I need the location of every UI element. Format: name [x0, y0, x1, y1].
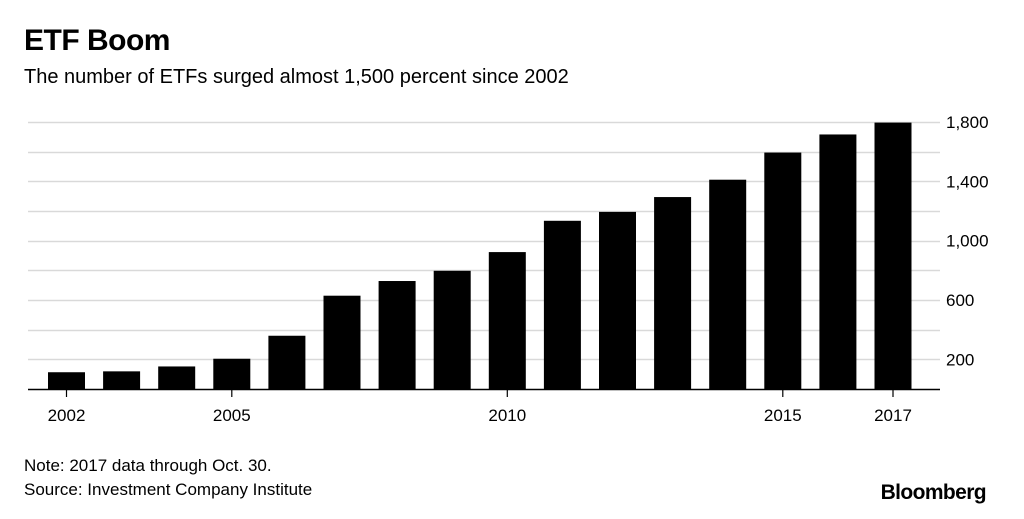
bar-2006: [268, 335, 306, 389]
chart-title: ETF Boom: [24, 24, 171, 57]
chart-source: Source: Investment Company Institute: [24, 480, 313, 499]
x-tick-label: 2017: [874, 406, 912, 425]
y-tick-label: 1,800: [946, 113, 989, 132]
bar-2008: [378, 281, 416, 389]
bar-2012: [599, 211, 636, 389]
x-tick-label: 2005: [213, 406, 251, 425]
x-tick-label: 2002: [48, 406, 86, 425]
bar-2010: [488, 252, 526, 389]
chart-subtitle: The number of ETFs surged almost 1,500 p…: [24, 66, 569, 88]
bar-2011: [543, 220, 581, 389]
bar-2003: [103, 371, 141, 389]
bar-2009: [433, 270, 471, 389]
bar-2017: [874, 122, 912, 390]
y-tick-label: 200: [946, 350, 974, 369]
bar-2002: [48, 372, 85, 389]
bar-2014: [709, 179, 747, 389]
bar-2013: [654, 197, 692, 389]
bar-2016: [819, 134, 857, 389]
y-tick-label: 1,400: [946, 172, 989, 191]
bar-2005: [213, 358, 251, 389]
x-tick-label: 2010: [488, 406, 526, 425]
bar-2015: [764, 152, 802, 389]
y-tick-label: 600: [946, 291, 974, 310]
chart-note: Note: 2017 data through Oct. 30.: [24, 456, 272, 475]
bloomberg-logo: Bloomberg: [880, 481, 987, 504]
x-tick-label: 2015: [764, 406, 802, 425]
y-tick-label: 1,000: [946, 232, 989, 251]
bar-2007: [323, 295, 361, 389]
bar-2004: [158, 366, 196, 389]
